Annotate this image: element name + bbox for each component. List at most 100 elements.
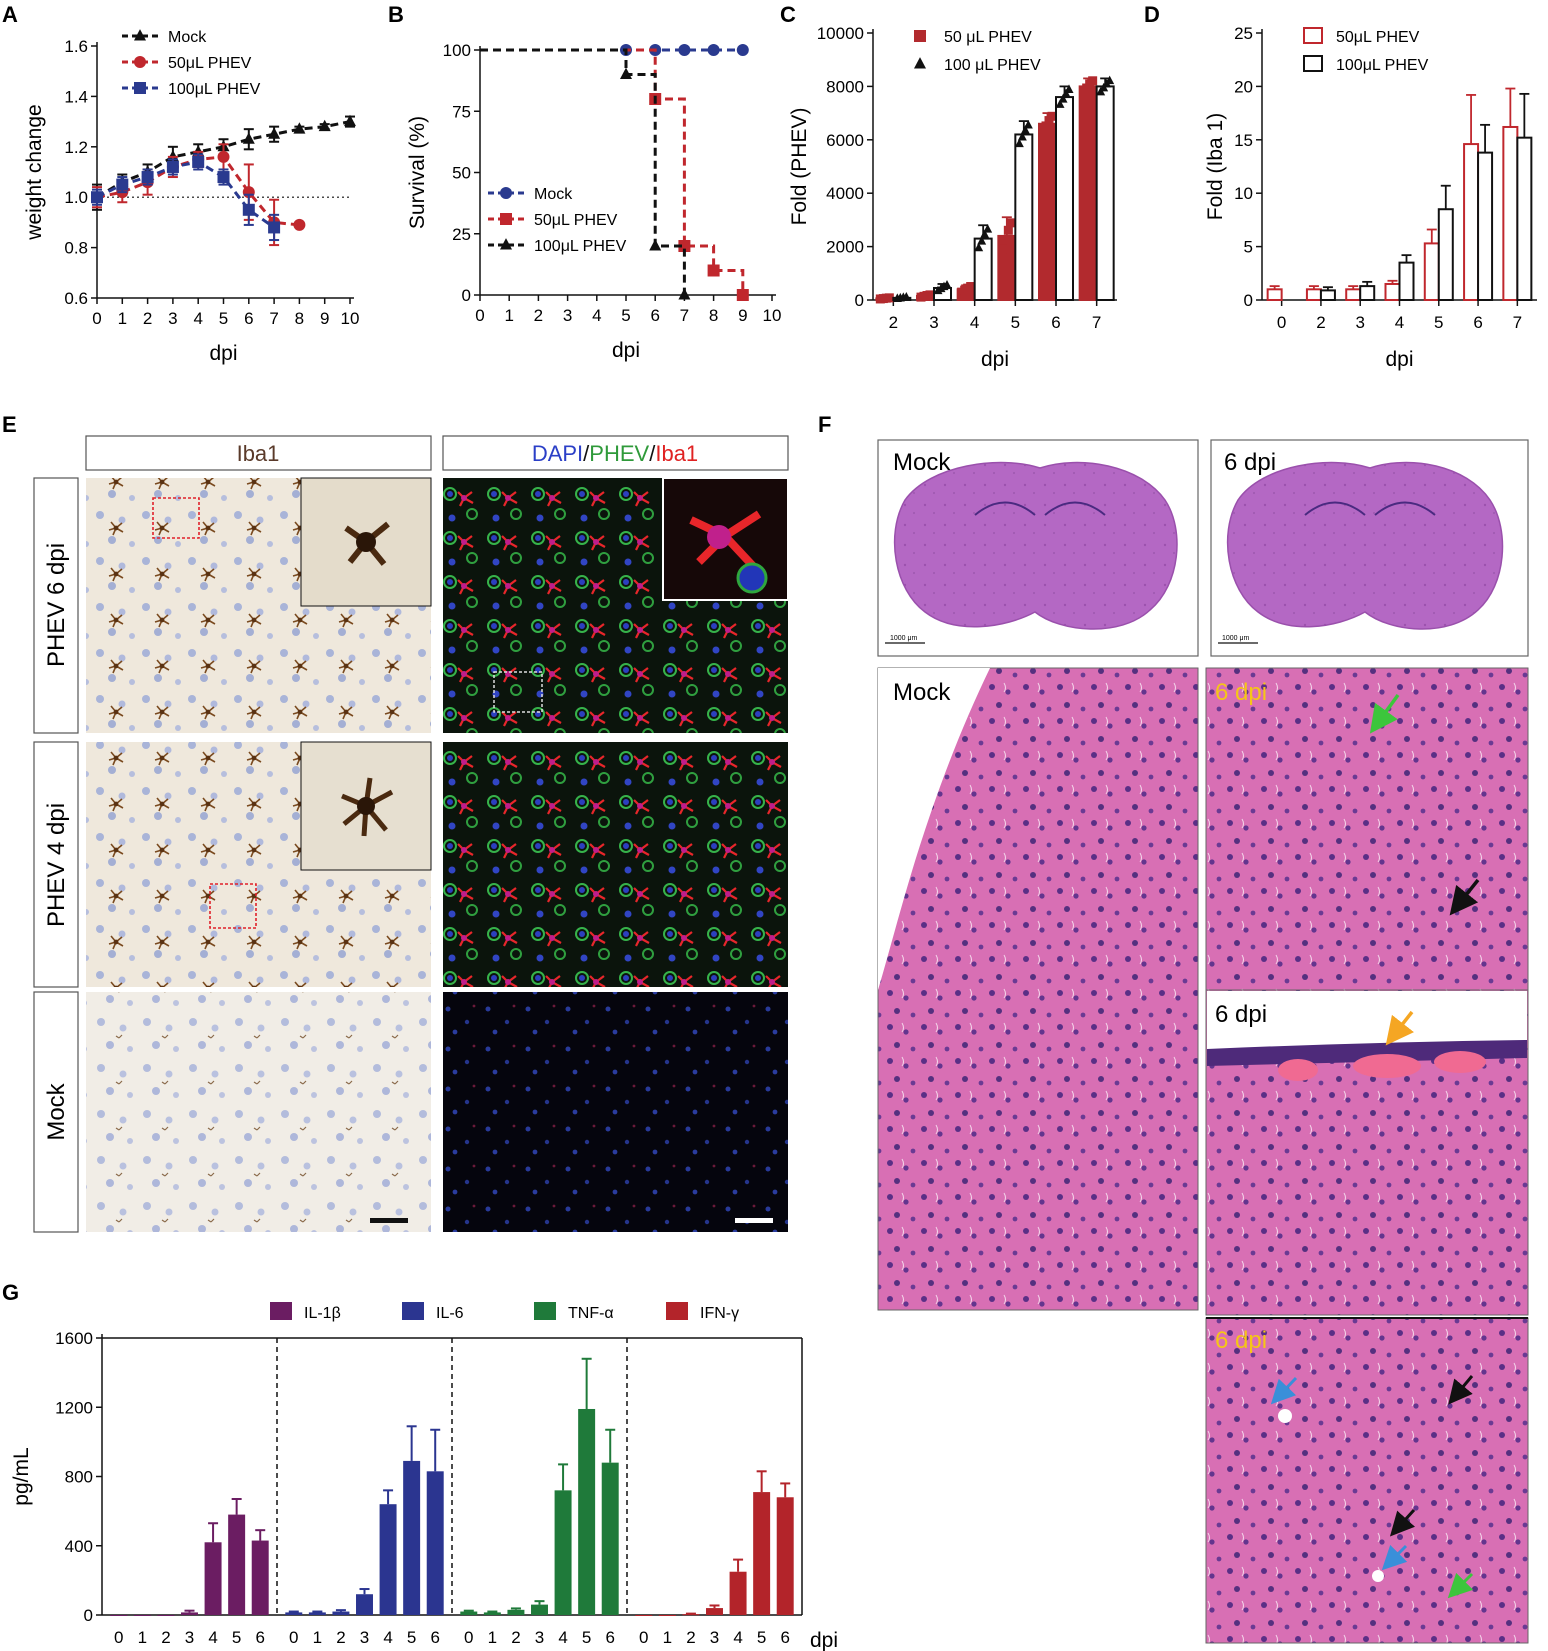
arrow-black-1 [1449,878,1480,916]
bar [110,1615,128,1616]
if-image-mock [443,992,788,1232]
legend-label: Mock [168,29,207,46]
bar [1463,143,1480,301]
legend-marker [1303,27,1323,44]
he-mock-background [878,668,990,990]
x-tick-label: 1 [118,309,127,328]
legend-marker [1303,55,1323,72]
bar [133,1615,151,1616]
x-tick-label: 8 [709,306,718,325]
x-tick-label: 0 [1277,313,1286,332]
legend-swatch [402,1302,424,1320]
bar [1398,261,1415,301]
bar [658,1615,676,1616]
he-6dpi-2-background [1207,991,1527,1049]
panel-c: C 0 2000 4000 6000 8000 10000 2 3 4 5 6 7 dpi Fold (P… [780,2,1117,371]
col-title-iba1: Iba1 [237,441,280,466]
legend-label: IL-6 [436,1305,464,1322]
data-point [649,239,662,251]
bar [157,1615,175,1616]
data-point [1047,111,1057,121]
bar [228,1514,246,1615]
data-point [91,191,103,204]
x-axis-label: dpi [209,342,237,365]
x-tick-label: 3 [360,1628,369,1647]
x-tick-label: 7 [1513,313,1522,332]
bar [1055,96,1074,301]
data-point [1003,225,1013,235]
arrow-blue-2 [1381,1544,1408,1571]
y-tick-label: 0 [1244,291,1253,310]
data-point [242,132,255,144]
x-tick-label: 6 [255,1628,264,1647]
panel-label-e: E [2,412,17,437]
bar [1095,85,1115,302]
whole-brain-6dpi [1226,461,1504,630]
legend-marker [500,238,512,250]
data-point [1020,125,1030,134]
panel-label-c: C [780,2,796,27]
bar [251,1540,269,1615]
data-point [942,280,952,289]
bar [332,1611,350,1615]
bar [776,1497,794,1615]
data-point [736,44,749,56]
bar [706,1608,723,1615]
bar [1384,282,1401,302]
ihc-roi-6dpi [152,497,200,539]
bar [531,1604,548,1615]
x-tick-label: 3 [185,1628,194,1647]
arrow-black-2 [1448,1375,1474,1405]
x-tick-label: 7 [680,306,689,325]
legend-marker [134,56,146,68]
x-tick-label: 4 [383,1628,392,1647]
data-point [678,288,691,300]
panel-label-a: A [2,2,18,27]
if-title-iba1: Iba1 [655,441,698,466]
arrow-blue-1 [1270,1376,1298,1405]
he-6dpi-1 [1205,667,1529,991]
x-tick-label: 9 [320,309,329,328]
y-tick-label: 1.2 [64,138,88,157]
row-label-mock: Mock [43,1082,70,1140]
panel-b: B 0 25 50 75 100 0 1 2 3 4 5 6 7 8 9 10 dpi Survival (%) M… [388,2,781,362]
data-point [217,171,230,184]
ihc-roi-4dpi [209,883,257,929]
data-point [242,203,255,216]
arrow-black-3 [1389,1508,1416,1537]
data-point [1105,75,1115,85]
data-point [1017,131,1027,141]
if-title-sep2: / [649,441,656,466]
legend-swatch [270,1302,292,1320]
x-tick-label: 6 [430,1628,439,1647]
chart-b: 0 25 50 75 100 0 1 2 3 4 5 6 7 8 9 10 dpi Survival (%) Moc… [406,41,781,362]
ihc-image-mock [86,992,431,1232]
x-tick-label: 2 [889,313,898,332]
legend-swatch [666,1302,688,1320]
y-axis-label: Survival (%) [406,116,429,229]
arrow-orange [1385,1010,1414,1046]
data-point [1014,138,1024,148]
legend-label: Mock [534,186,573,203]
y-tick-label: 25 [1234,24,1253,43]
bar [181,1612,198,1615]
x-tick-label: 2 [336,1628,345,1647]
bar [1477,151,1494,301]
y-tick-label: 1200 [55,1398,93,1417]
y-tick-label: 5 [1244,238,1253,257]
col-header-iba1 [85,435,432,471]
row-label-4dpi: PHEV 4 dpi [43,803,70,927]
y-tick-label: 800 [65,1468,93,1487]
x-tick-label: 1 [504,306,513,325]
bar [1038,122,1057,301]
y-axis-label: Fold (Iba 1) [1204,113,1227,220]
if-title-sep1: / [583,441,590,466]
bar [204,1542,222,1615]
row-label-box-6dpi [33,477,79,734]
legend-marker [500,187,512,199]
x-tick-label: 9 [738,306,747,325]
bar [403,1460,421,1615]
y-tick-label: 10000 [817,24,864,43]
x-tick-label: 7 [269,309,278,328]
bar [1516,136,1533,301]
